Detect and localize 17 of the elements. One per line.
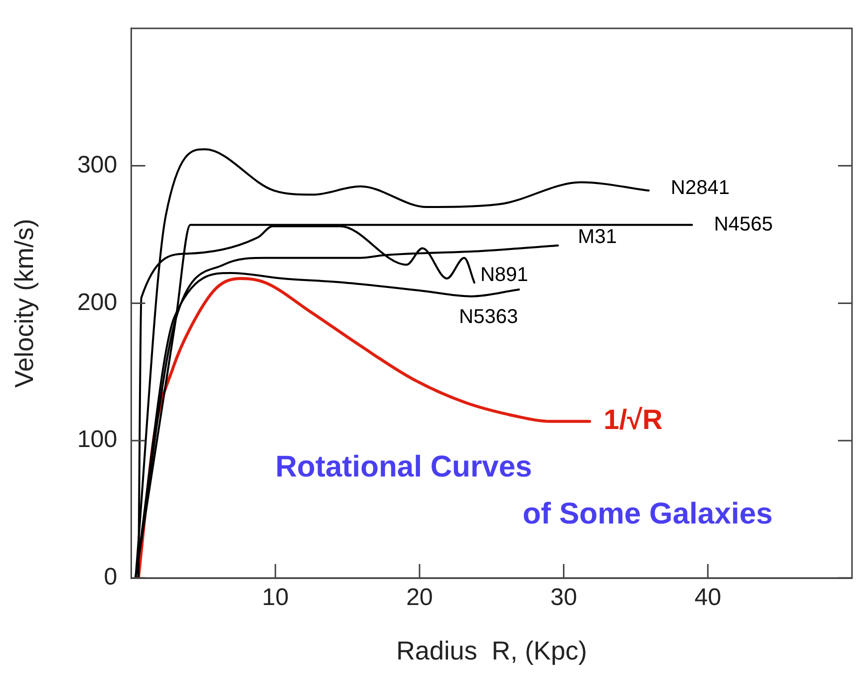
series-label: 1/√R (604, 404, 663, 436)
series-label: M31 (578, 226, 617, 248)
series-label: N4565 (714, 213, 773, 236)
series-label: N5363 (459, 306, 518, 328)
annotation: Rotational Curves of Some Galaxies (275, 450, 773, 530)
series-label: N2841 (670, 177, 730, 200)
y-tick-label: 0 (104, 564, 118, 591)
x-tick-label: 30 (550, 584, 578, 612)
x-tick-label: 40 (694, 584, 722, 612)
series-label: N891 (480, 264, 528, 286)
y-tick-label: 300 (77, 151, 118, 178)
x-tick-label: 10 (262, 584, 289, 612)
y-tick-label: 100 (77, 426, 118, 454)
x-tick-label: 20 (406, 584, 433, 612)
y-tick-label: 200 (77, 288, 118, 316)
x-axis-title: Radius R, (Kpc) (396, 636, 587, 666)
y-axis-title: Velocity (km/s) (8, 218, 39, 388)
